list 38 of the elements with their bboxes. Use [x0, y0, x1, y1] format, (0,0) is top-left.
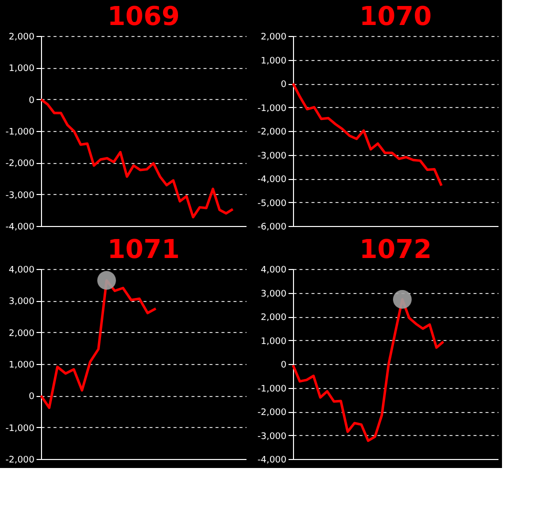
y-tick-label: -4,000: [5, 222, 35, 232]
y-tick-label: 0: [280, 360, 287, 370]
y-tick-label: 0: [28, 392, 35, 402]
y-tick-label: 1,000: [260, 56, 287, 66]
y-tick-label: 1,000: [8, 64, 35, 74]
y-tick-label: -3,000: [257, 432, 287, 442]
chart-title: 1072: [359, 235, 432, 265]
line-series: [40, 98, 234, 218]
y-tick-label: 4,000: [8, 266, 35, 276]
y-tick-label: -2,000: [257, 408, 287, 418]
y-tick-label: 4,000: [260, 266, 287, 276]
y-tick-label: -1,000: [5, 424, 35, 434]
y-tick-label: -4,000: [257, 456, 287, 466]
y-tick-label: -6,000: [257, 222, 287, 232]
y-tick-label: -2,000: [257, 128, 287, 138]
line-series: [292, 82, 443, 187]
y-tick-label: -1,000: [257, 104, 287, 114]
y-tick-label: -1,000: [257, 384, 287, 394]
chart-title: 1071: [107, 235, 180, 265]
y-tick-label: -2,000: [5, 456, 35, 466]
y-tick-label: 2,000: [260, 313, 287, 323]
y-tick-label: 1,000: [8, 360, 35, 370]
y-tick-label: 2,000: [8, 32, 35, 42]
y-tick-label: 2,000: [8, 328, 35, 339]
y-tick-label: -2,000: [5, 159, 35, 170]
y-tick-label: 1,000: [260, 336, 287, 347]
y-tick-label: -4,000: [257, 175, 287, 185]
y-tick-label: -1,000: [5, 128, 35, 138]
y-tick-label: 3,000: [8, 297, 35, 308]
y-tick-label: -3,000: [5, 190, 35, 201]
y-tick-label: -3,000: [257, 151, 287, 162]
y-tick-label: 3,000: [260, 289, 287, 300]
chart-title: 1070: [359, 2, 432, 32]
y-tick-label: 0: [28, 96, 35, 106]
y-tick-label: 2,000: [260, 32, 287, 42]
y-tick-label: 0: [280, 80, 287, 90]
y-tick-label: -5,000: [257, 198, 287, 209]
chart-title: 1069: [107, 2, 180, 32]
